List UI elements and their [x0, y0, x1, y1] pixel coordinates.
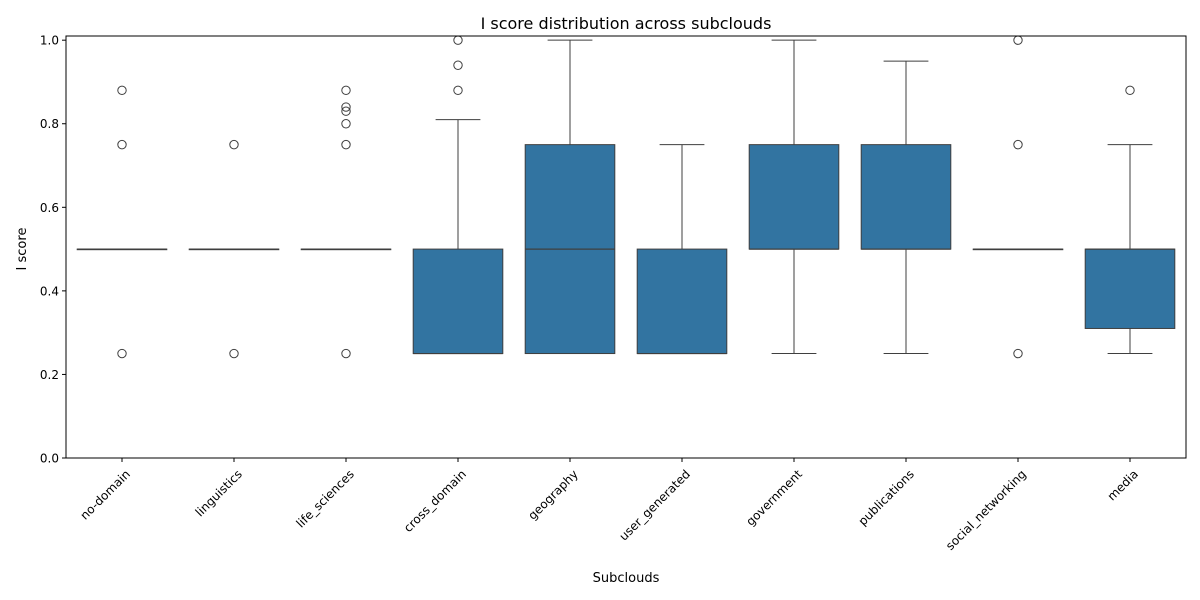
outlier-point: [341, 85, 351, 96]
y-tick-label: 0.2: [40, 368, 59, 382]
x-tick-label: user_generated: [616, 467, 692, 543]
box-user_generated: [636, 144, 728, 355]
boxes-layer: [76, 35, 1176, 359]
box-body: [860, 144, 952, 250]
x-tick-label: geography: [525, 467, 581, 523]
box-cross_domain: [412, 35, 504, 355]
box-body: [1084, 248, 1176, 329]
outlier-point: [341, 106, 351, 116]
box-social_networking: [972, 35, 1064, 359]
outlier-point: [1125, 85, 1135, 96]
outlier-point: [453, 85, 463, 96]
box-no-domain: [76, 85, 168, 359]
outlier-point: [1013, 35, 1023, 45]
box-publications: [860, 60, 952, 355]
box-linguistics: [188, 139, 280, 359]
y-tick-label: 0.8: [40, 117, 59, 131]
outlier-point: [341, 119, 351, 129]
x-tick-label: no-domain: [77, 467, 132, 522]
box-body: [748, 144, 840, 250]
y-tick-label: 1.0: [40, 34, 59, 48]
y-tick-label: 0.0: [40, 452, 59, 466]
outlier-point: [117, 85, 127, 96]
box-body: [636, 248, 728, 355]
chart-title: I score distribution across subclouds: [481, 14, 772, 33]
outlier-point: [117, 139, 127, 150]
outlier-point: [453, 60, 463, 70]
y-tick-label: 0.6: [40, 201, 59, 215]
y-tick-label: 0.4: [40, 284, 59, 298]
x-tick-label: media: [1105, 467, 1141, 503]
outlier-point: [1013, 139, 1023, 150]
x-tick-label: publications: [856, 467, 917, 528]
x-tick-label: cross_domain: [401, 467, 469, 535]
box-body: [412, 248, 504, 355]
y-axis-label: I score: [15, 228, 30, 271]
outlier-point: [453, 35, 463, 45]
axes-frame: [65, 35, 1187, 459]
box-media: [1084, 85, 1176, 355]
outlier-point: [117, 348, 127, 359]
box-geography: [524, 39, 616, 355]
x-tick-label: social_networking: [943, 467, 1029, 553]
outlier-point: [229, 139, 239, 150]
x-axis-label: Subclouds: [593, 571, 660, 586]
outlier-point: [341, 102, 351, 112]
x-tick-label: life_sciences: [294, 467, 357, 530]
outlier-point: [229, 348, 239, 359]
outlier-point: [341, 139, 351, 150]
box-government: [748, 39, 840, 355]
outlier-point: [341, 348, 351, 359]
x-tick-label: government: [743, 467, 805, 529]
box-life_sciences: [300, 85, 392, 359]
outlier-point: [1013, 348, 1023, 359]
x-tick-label: linguistics: [193, 467, 245, 519]
